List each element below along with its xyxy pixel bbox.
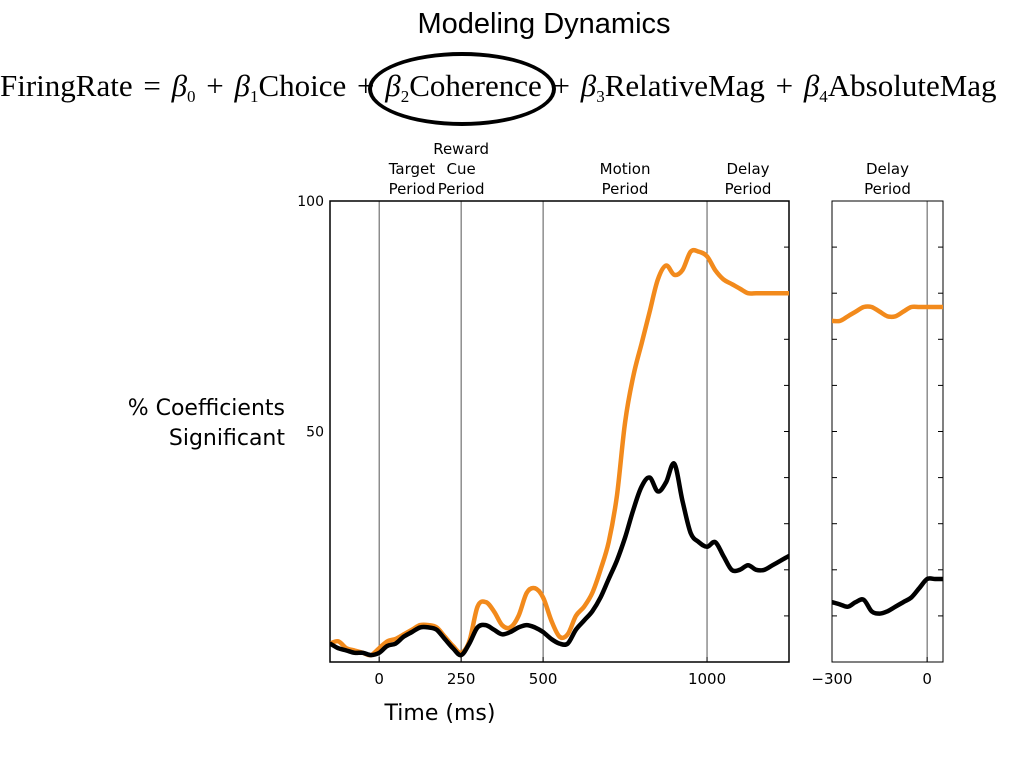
- x-tick-label: 250: [447, 670, 476, 688]
- beta-subscript: 4: [819, 87, 828, 106]
- x-tick-label: 1000: [688, 670, 726, 688]
- beta-symbol: β: [580, 68, 597, 103]
- beta-symbol: β: [234, 68, 250, 103]
- black-series-line: [330, 461, 789, 658]
- plot-frame: [329, 200, 790, 663]
- period-label: Period: [602, 180, 649, 198]
- y-axis-label: Significant: [169, 426, 285, 451]
- beta-symbol: β: [803, 68, 820, 103]
- period-label: Period: [725, 180, 772, 198]
- term-absolutemag: AbsoluteMag: [827, 68, 997, 103]
- beta-subscript: 1: [249, 87, 259, 106]
- plus-sign: +: [552, 68, 571, 103]
- x-tick-label: 500: [529, 670, 558, 688]
- plus-sign: +: [206, 68, 224, 103]
- beta-subscript: 3: [596, 87, 605, 106]
- black-series-line: [832, 576, 943, 616]
- period-label: Period: [438, 180, 485, 198]
- plus-sign: +: [775, 68, 794, 103]
- period-label: Reward: [433, 140, 489, 158]
- term-relativemag: RelativeMag: [604, 68, 765, 103]
- coherence-highlight-circle: [368, 52, 556, 126]
- x-tick-label: 0: [374, 670, 384, 688]
- x-tick-label: −300: [811, 670, 852, 688]
- y-tick-label: 50: [306, 425, 324, 441]
- plot-frame: [831, 200, 944, 663]
- panel-title: Period: [864, 180, 911, 198]
- equation-lhs: FiringRate: [0, 68, 133, 103]
- orange-series-line: [832, 304, 943, 324]
- page-title: Modeling Dynamics: [417, 8, 671, 40]
- y-tick-label: 100: [297, 194, 324, 210]
- period-label: Target: [388, 160, 436, 178]
- x-tick-label: 0: [922, 670, 932, 688]
- beta-symbol: β: [171, 68, 188, 103]
- panel-title: Delay: [866, 160, 909, 178]
- x-axis-label: Time (ms): [384, 701, 496, 726]
- y-axis-label: % Coefficients: [128, 396, 285, 421]
- orange-series-line: [330, 247, 789, 658]
- period-label: Period: [389, 180, 436, 198]
- beta-subscript: 0: [187, 87, 196, 106]
- period-label: Cue: [447, 160, 476, 178]
- period-label: Delay: [727, 160, 770, 178]
- equals-sign: =: [143, 68, 161, 103]
- period-label: Motion: [600, 160, 651, 178]
- term-choice: Choice: [258, 68, 347, 103]
